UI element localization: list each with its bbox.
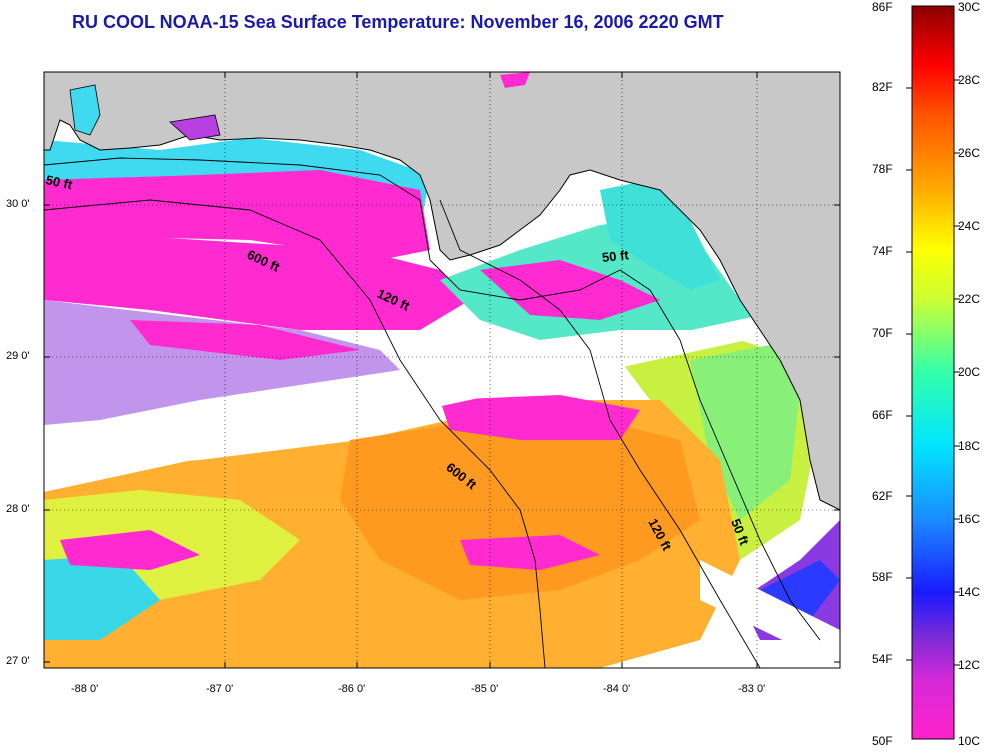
lon-label: -87 0': [206, 683, 234, 695]
colorbar-f-label: 62F: [872, 489, 893, 503]
colorbar-f-label: 74F: [872, 244, 893, 258]
lon-label: -86 0': [338, 683, 366, 695]
lon-label: -85 0': [471, 683, 499, 695]
colorbar-c-label: 14C: [958, 585, 981, 599]
colorbar-c-label: 28C: [958, 73, 981, 87]
colorbar-f-label: 50F: [872, 734, 893, 748]
lat-label: 30 0': [6, 198, 30, 210]
colorbar-f-label: 58F: [872, 570, 893, 584]
colorbar-c-label: 10C: [958, 734, 981, 748]
bathymetry-contours: [44, 157, 821, 668]
lon-label: -83 0': [738, 683, 766, 695]
land-mass: [44, 72, 840, 511]
colorbar-f-label: 82F: [872, 80, 893, 94]
colorbar-f-label: 54F: [872, 652, 893, 666]
lat-label: 28 0': [6, 503, 30, 515]
lon-label: -84 0': [603, 683, 631, 695]
colorbar-c-label: 24C: [958, 219, 981, 233]
colorbar-f-label: 86F: [872, 0, 893, 14]
graticule: [44, 72, 840, 668]
colorbar-c-label: 18C: [958, 439, 981, 453]
colorbar-ticks: [906, 79, 960, 666]
colorbar-f-label: 78F: [872, 162, 893, 176]
colorbar-c-label: 30C: [958, 0, 981, 14]
axis-ticks: [44, 72, 840, 668]
lat-label: 29 0': [6, 350, 30, 362]
colorbar-c-label: 16C: [958, 512, 981, 526]
map-title: RU COOL NOAA-15 Sea Surface Temperature:…: [72, 12, 724, 32]
lat-label: 27 0': [6, 655, 30, 667]
colorbar-f-label: 70F: [872, 326, 893, 340]
lon-label: -88 0': [71, 683, 99, 695]
colorbar-c-label: 12C: [958, 658, 981, 672]
colorbar-c-label: 26C: [958, 146, 981, 160]
contour-label: 50 ft: [601, 247, 630, 265]
colorbar: [911, 5, 955, 740]
sst-field: [44, 72, 840, 668]
colorbar-f-label: 66F: [872, 408, 893, 422]
colorbar-c-label: 20C: [958, 365, 981, 379]
colorbar-c-label: 22C: [958, 292, 981, 306]
plot-frame: [43, 71, 841, 669]
